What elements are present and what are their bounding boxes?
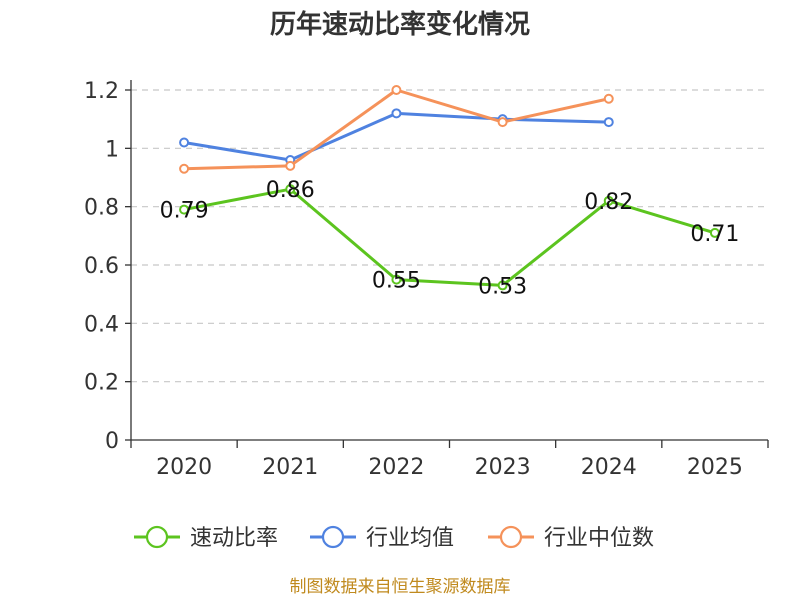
data-point [179,204,190,215]
chart-title: 历年速动比率变化情况 [270,9,530,40]
data-point [603,195,614,206]
x-tick-label: 2023 [475,455,531,480]
series-line-1 [183,111,609,162]
y-tick-label: 0 [105,429,119,454]
data-labels: 0.79 0.86 0.55 0.53 0.82 0.71 [160,178,740,299]
data-point [285,184,296,195]
y-tick-label: 1 [105,137,119,162]
data-label: 0.55 [372,269,421,294]
source-note: 制图数据来自恒生聚源数据库 [290,577,511,597]
x-tick-label: 2020 [156,455,212,480]
data-point [497,280,508,291]
x-tick-label: 2025 [687,455,743,480]
y-tick-label: 0.4 [84,312,119,337]
x-tick-label: 2021 [262,455,318,480]
axes: 0 0.2 0.4 0.6 0.8 1 1.2 2020 2021 2022 2023 2024 202… [84,79,769,480]
series-line-0 [183,187,716,287]
legend-label: 行业中位数 [544,526,654,551]
data-point [497,117,508,128]
data-point [391,85,402,95]
data-point [179,163,190,174]
data-label: 0.82 [584,190,633,215]
legend-marker [499,525,523,549]
data-point [603,117,614,128]
data-label: 0.71 [690,222,739,247]
grid-lines [131,89,768,383]
data-point [391,274,402,285]
series-line-2 [184,88,610,171]
x-tick-label: 2024 [581,455,637,480]
y-tick-label: 1.2 [84,79,119,104]
data-label: 0.79 [160,199,209,224]
series-group [179,85,720,291]
legend-marker [145,525,169,549]
y-tick-label: 0.6 [84,254,119,279]
y-tick-label: 0.8 [84,196,119,221]
legend: 速动比率 行业均值 行业中位数 [134,525,654,551]
data-point [603,93,614,104]
y-tick-label: 0.2 [84,371,119,396]
data-label: 0.86 [266,178,315,203]
data-point [391,108,402,119]
x-tick-label: 2022 [368,455,424,480]
data-label: 0.53 [478,274,527,299]
data-point [709,227,720,238]
legend-marker [321,525,345,549]
data-point [285,160,296,171]
legend-label: 速动比率 [190,526,278,551]
data-point [179,137,190,148]
legend-label: 行业均值 [366,526,454,551]
